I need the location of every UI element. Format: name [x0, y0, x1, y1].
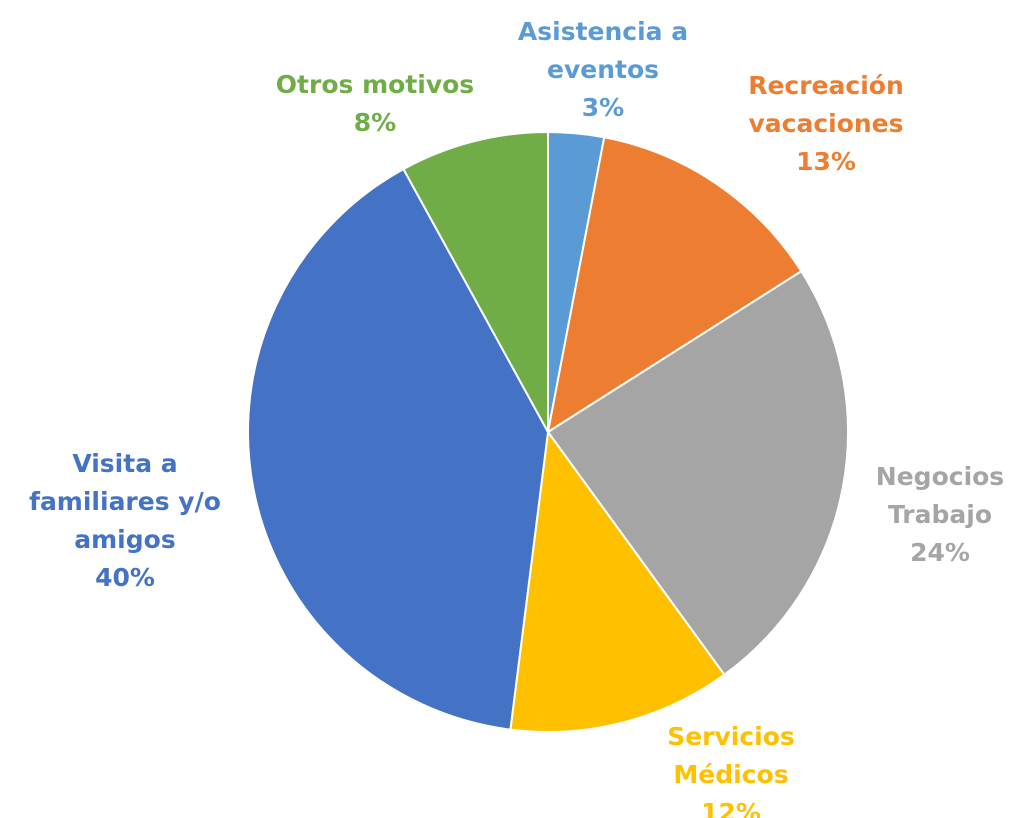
- label-line: Servicios: [667, 722, 795, 751]
- label-line: Asistencia a: [518, 17, 688, 46]
- value-label: 40%: [95, 563, 155, 592]
- category-label: Negocios Trabajo: [876, 462, 1004, 529]
- value-label: 3%: [582, 93, 624, 122]
- label-line: vacaciones: [748, 109, 903, 138]
- label-line: Médicos: [673, 760, 788, 789]
- value-label: 12%: [701, 798, 761, 818]
- label-line: Visita a: [72, 449, 177, 478]
- pie-slice: [546, 269, 849, 677]
- label-line: Otros motivos: [276, 70, 474, 99]
- label-line: Negocios: [876, 462, 1004, 491]
- value-label: 24%: [910, 538, 970, 567]
- value-label: 13%: [796, 147, 856, 176]
- label-line: Recreación: [748, 71, 904, 100]
- label-line: familiares y/o: [29, 487, 221, 516]
- value-label: 8%: [354, 108, 396, 137]
- label-line: eventos: [547, 55, 659, 84]
- category-label: Recreación vacaciones: [748, 71, 904, 138]
- pie-slice: [402, 130, 549, 433]
- label-line: amigos: [74, 525, 175, 554]
- category-label: Otros motivos: [276, 70, 474, 99]
- label-line: Trabajo: [888, 500, 992, 529]
- category-label: Visita a familiares y/o amigos: [29, 449, 221, 554]
- pie-slice: [546, 136, 803, 435]
- category-label: Servicios Médicos: [667, 722, 795, 789]
- category-label: Asistencia a eventos: [518, 17, 688, 84]
- pie-slice: [247, 167, 550, 731]
- pie-slice: [509, 429, 726, 733]
